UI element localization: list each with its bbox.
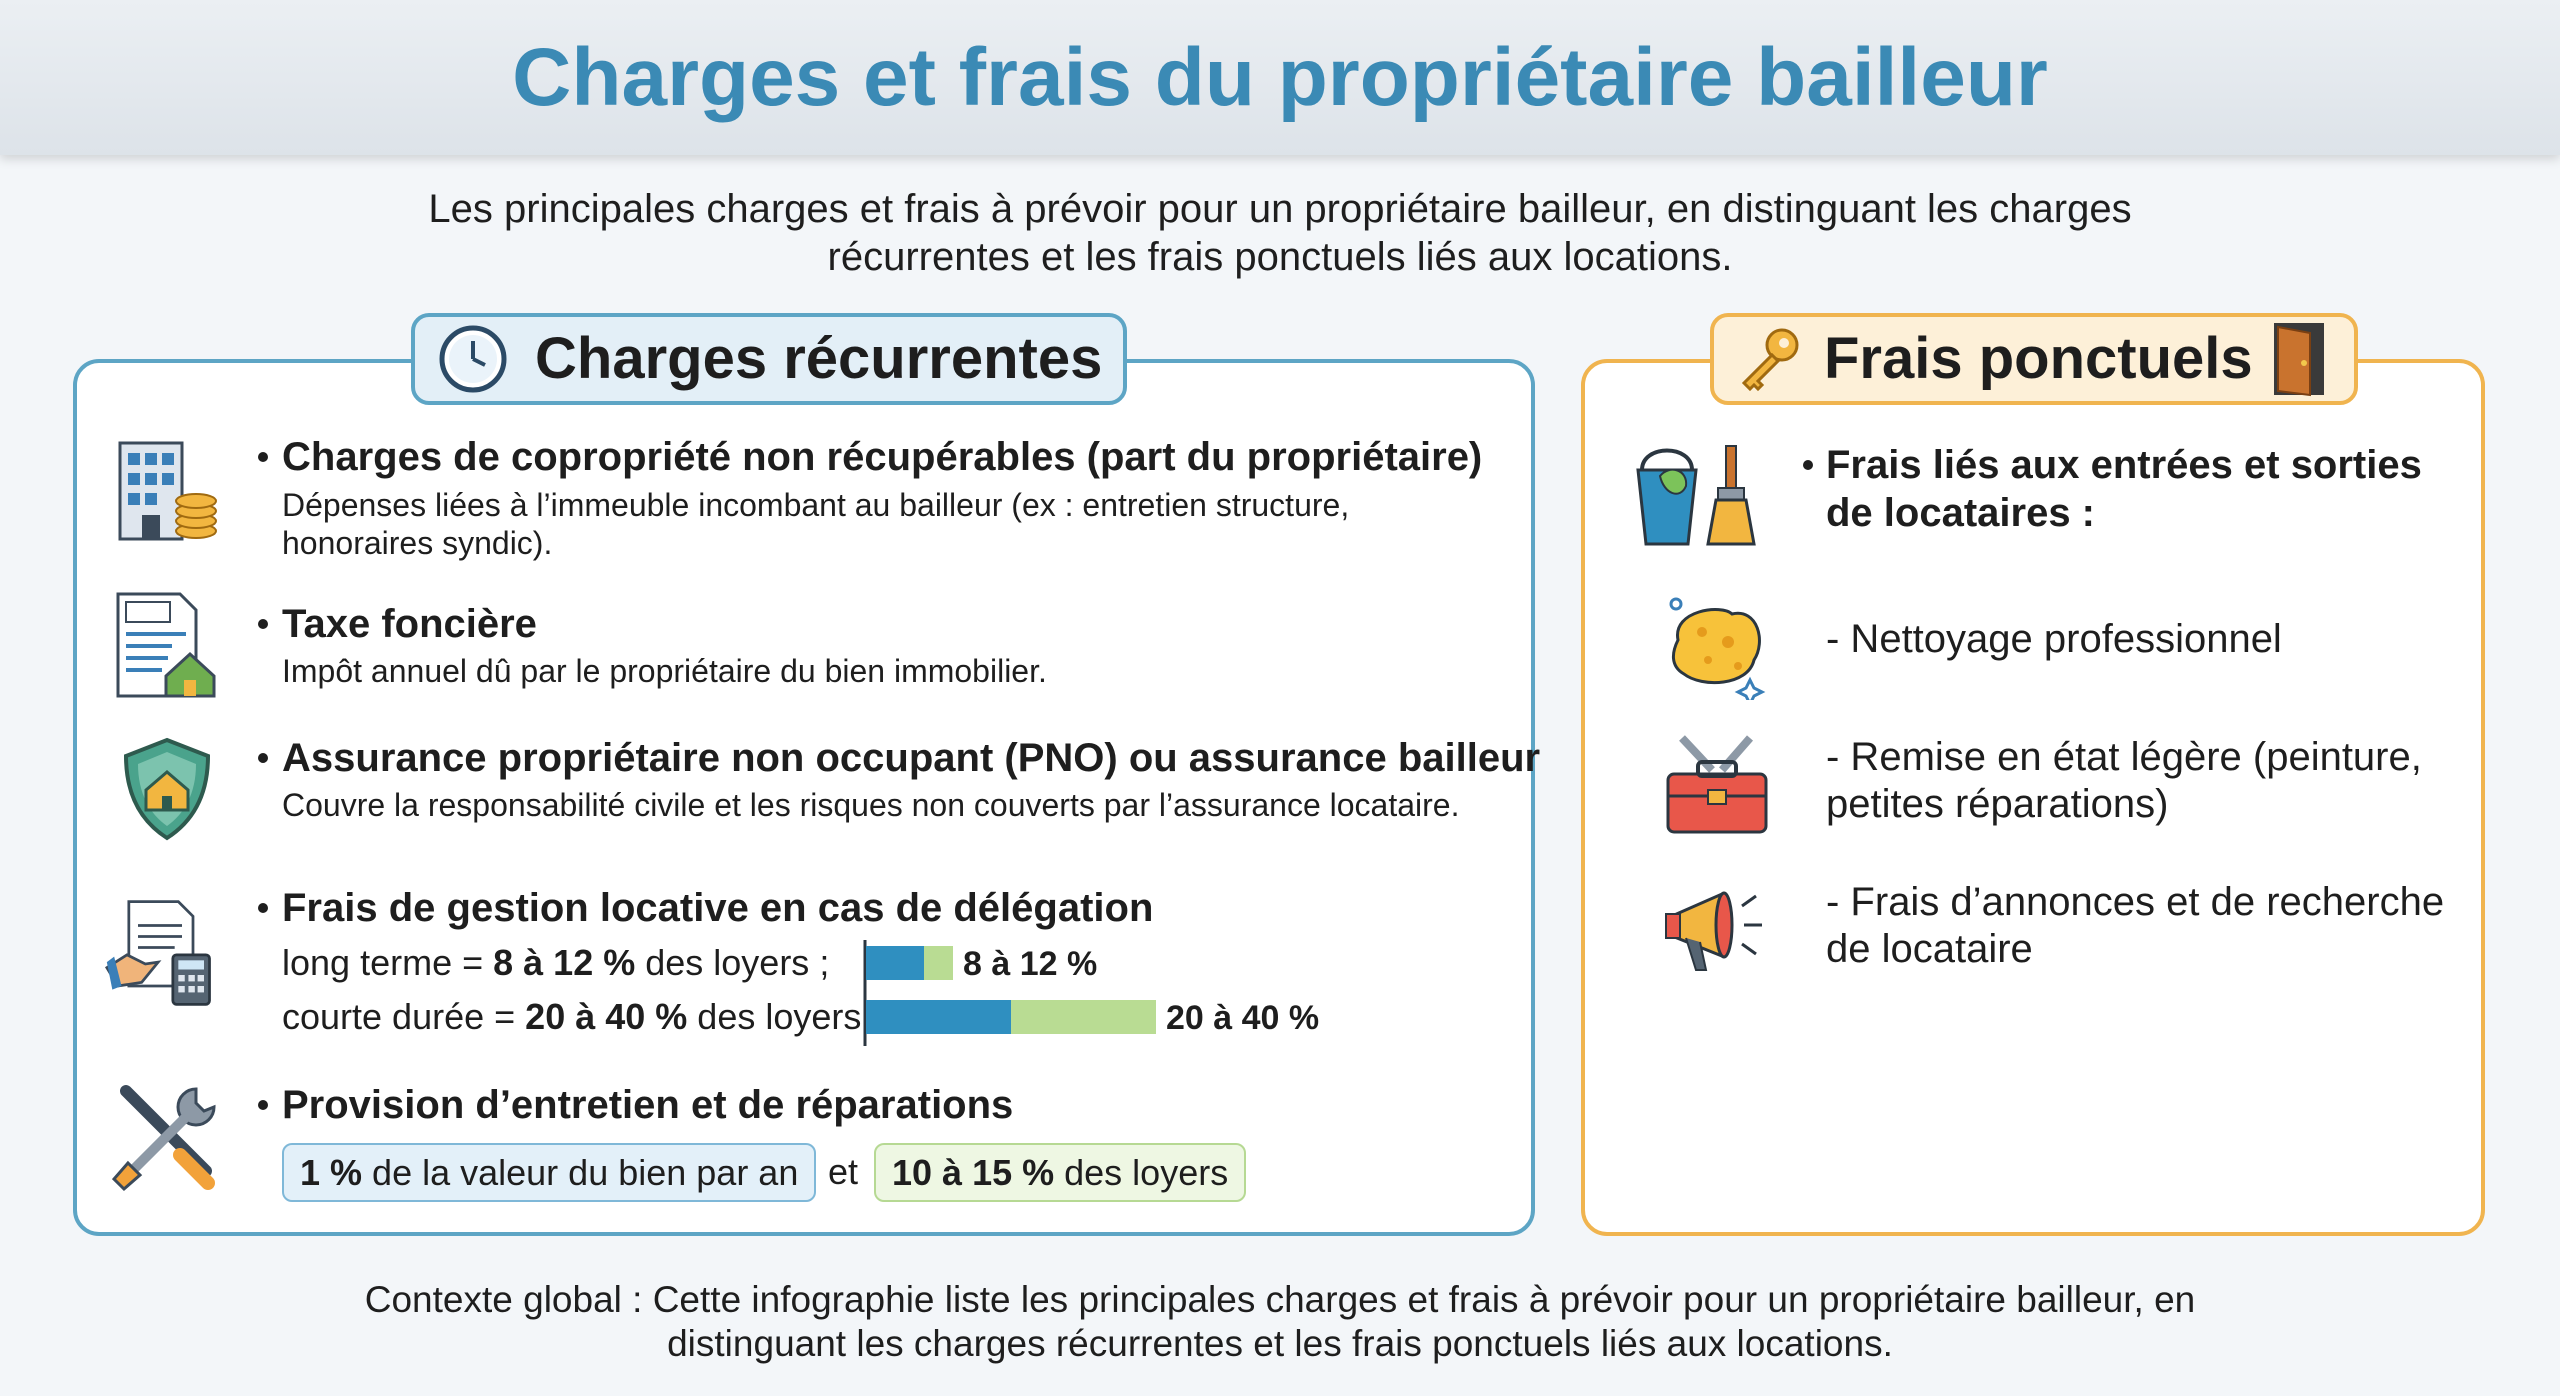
punctual-tab: Frais ponctuels xyxy=(1710,313,2358,405)
tax-icon xyxy=(116,592,216,698)
bullet xyxy=(258,1100,268,1110)
item-title: Provision d’entretien et de réparations xyxy=(282,1083,1014,1127)
megaphone-icon xyxy=(1665,891,1762,971)
recurrent-title: Charges récurrentes xyxy=(535,326,1103,391)
emphasis: 10 à 15 % xyxy=(892,1152,1055,1193)
text: de la valeur du bien par an xyxy=(362,1152,799,1193)
item-title: Assurance propriétaire non occupant (PNO… xyxy=(282,736,1541,780)
recurrent-tab: Charges récurrentes xyxy=(411,313,1127,405)
cleaning-icon xyxy=(1636,445,1756,546)
item-title: Taxe foncière xyxy=(282,602,537,646)
emphasis: 1 % xyxy=(300,1152,363,1193)
option-pill: 10 à 15 % des loyers xyxy=(874,1143,1247,1202)
emphasis: 20 à 40 % xyxy=(525,996,688,1037)
bullet xyxy=(258,619,268,629)
connector: et xyxy=(828,1151,859,1192)
header: Charges et frais du propriétaire bailleu… xyxy=(0,0,2560,155)
key-icon xyxy=(1741,328,1799,392)
sponge-icon xyxy=(1669,597,1766,700)
item-title: Charges de copropriété non récupérables … xyxy=(282,435,1483,479)
fee-row: long terme = 8 à 12 % des loyers ; xyxy=(282,942,829,984)
intro: Les principales charges et frais à prévo… xyxy=(428,187,2132,279)
clock-icon xyxy=(439,325,507,393)
tools-icon xyxy=(111,1085,216,1192)
item-description: Dépenses liées à l’immeuble incombant au… xyxy=(282,487,1350,561)
bullet xyxy=(258,452,268,462)
bar-range xyxy=(924,946,953,980)
bullet xyxy=(258,903,268,913)
management-icon xyxy=(105,900,211,1006)
punctual-heading: Frais liés aux entrées et sorties de loc… xyxy=(1826,443,2422,535)
text: des loyers xyxy=(687,996,862,1037)
emphasis: 8 à 12 % xyxy=(493,942,636,983)
title: Charges et frais du propriétaire bailleu… xyxy=(512,32,2048,123)
item-title: Frais de gestion locative en cas de délé… xyxy=(282,886,1154,930)
bullet xyxy=(258,753,268,763)
bar-low xyxy=(866,946,924,980)
recurrent-panel xyxy=(73,359,1535,1236)
option-pill: 1 % de la valeur du bien par an xyxy=(282,1143,817,1202)
bar-low xyxy=(866,1000,1011,1034)
toolbox-icon xyxy=(1666,735,1768,834)
item-description: Impôt annuel dû par le propriétaire du b… xyxy=(282,653,1047,689)
text: des loyers xyxy=(1054,1152,1229,1193)
punctual-item: - Remise en état légère (peinture, petit… xyxy=(1826,735,2422,826)
fee-row: courte durée = 20 à 40 % des loyers xyxy=(282,996,861,1038)
bar-range xyxy=(1011,1000,1156,1034)
punctual-title: Frais ponctuels xyxy=(1824,326,2253,391)
item-description: Couvre la responsabilité civile et les r… xyxy=(282,787,1460,823)
bar-label: 8 à 12 % xyxy=(963,945,1097,983)
punctual-item: - Frais d’annonces et de recherche de lo… xyxy=(1826,880,2445,971)
door-icon xyxy=(2274,323,2324,397)
bar-label: 20 à 40 % xyxy=(1166,999,1319,1037)
bullet xyxy=(1803,460,1813,470)
footer: Contexte global : Cette infographie list… xyxy=(364,1279,2196,1364)
building-icon xyxy=(118,441,217,541)
text: des loyers ; xyxy=(635,942,830,983)
shield-icon xyxy=(123,737,211,841)
punctual-item: - Nettoyage professionnel xyxy=(1826,617,2282,661)
text: long terme = xyxy=(282,942,494,983)
text: courte durée = xyxy=(282,996,526,1037)
